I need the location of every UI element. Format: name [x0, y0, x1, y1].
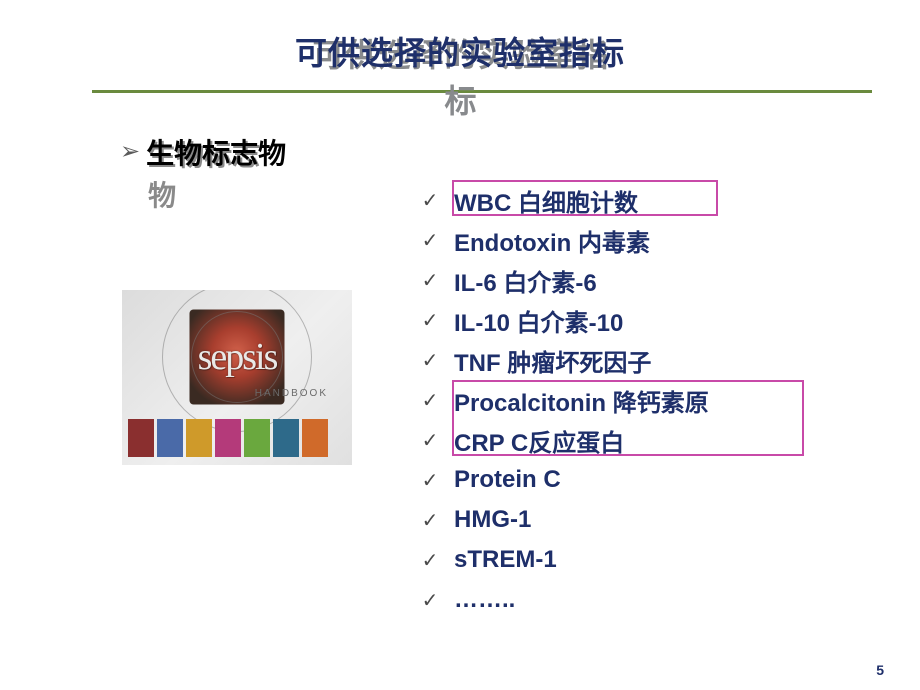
list-item-text: Protein C: [450, 466, 565, 494]
check-icon: ✓: [418, 348, 442, 373]
thumb: [128, 419, 154, 457]
list-item: ✓ Endotoxin 内毒素: [418, 220, 713, 260]
check-icon: ✓: [418, 308, 442, 333]
thumb: [186, 419, 212, 457]
list-item: ✓ CRP C反应蛋白: [418, 420, 713, 460]
thumb: [215, 419, 241, 457]
list-item: ✓ WBC 白细胞计数: [418, 180, 713, 220]
subtitle: 生物标志物 生物标志物: [146, 132, 286, 172]
slide-title-text: 可供选择的实验室指标: [295, 35, 625, 71]
list-item: ✓ sTREM-1: [418, 540, 713, 580]
list-item: ✓ Protein C: [418, 460, 713, 500]
slide-title: 可供选择的实验室指标 可供选择的实验室指标: [295, 28, 625, 74]
list-item-text: HMG-1: [450, 506, 535, 534]
thumb: [157, 419, 183, 457]
check-icon: ✓: [418, 588, 442, 613]
list-item: ✓ TNF 肿瘤坏死因子: [418, 340, 713, 380]
check-icon: ✓: [418, 428, 442, 453]
check-icon: ✓: [418, 228, 442, 253]
list-item: ✓ IL-6 白介素-6: [418, 260, 713, 300]
sepsis-handbook-image: sepsis HANDBOOK: [122, 290, 352, 465]
chevron-right-icon: ➢: [120, 140, 140, 164]
list-item-text: Procalcitonin 降钙素原: [450, 383, 713, 418]
list-item-text: Endotoxin 内毒素: [450, 223, 654, 258]
check-icon: ✓: [418, 268, 442, 293]
page-number: 5: [876, 662, 884, 678]
thumb: [244, 419, 270, 457]
list-item-text: CRP C反应蛋白: [450, 423, 628, 458]
subtitle-row: ➢ 生物标志物 生物标志物: [120, 132, 286, 172]
image-main-word: sepsis: [122, 335, 352, 379]
list-item: ✓ HMG-1: [418, 500, 713, 540]
biomarker-list: ✓ WBC 白细胞计数 ✓ Endotoxin 内毒素 ✓ IL-6 白介素-6 ✓ IL-1…: [418, 180, 713, 620]
list-item: ✓ Procalcitonin 降钙素原: [418, 380, 713, 420]
image-thumb-strip: [128, 419, 328, 457]
list-item-text: ……..: [450, 586, 519, 614]
check-icon: ✓: [418, 388, 442, 413]
list-item-text: IL-6 白介素-6: [450, 263, 601, 298]
list-item-text: sTREM-1: [450, 546, 561, 574]
list-item-text: WBC 白细胞计数: [450, 183, 642, 218]
thumb: [273, 419, 299, 457]
thumb: [302, 419, 328, 457]
list-item-text: TNF 肿瘤坏死因子: [450, 343, 655, 378]
check-icon: ✓: [418, 468, 442, 493]
list-item: ✓ ……..: [418, 580, 713, 620]
list-item-text: IL-10 白介素-10: [450, 303, 627, 338]
check-icon: ✓: [418, 188, 442, 213]
check-icon: ✓: [418, 548, 442, 573]
list-item: ✓ IL-10 白介素-10: [418, 300, 713, 340]
check-icon: ✓: [418, 508, 442, 533]
image-sub-word: HANDBOOK: [255, 388, 328, 399]
slide-title-wrap: 可供选择的实验室指标 可供选择的实验室指标: [0, 0, 920, 74]
subtitle-text: 生物标志物: [146, 138, 286, 169]
